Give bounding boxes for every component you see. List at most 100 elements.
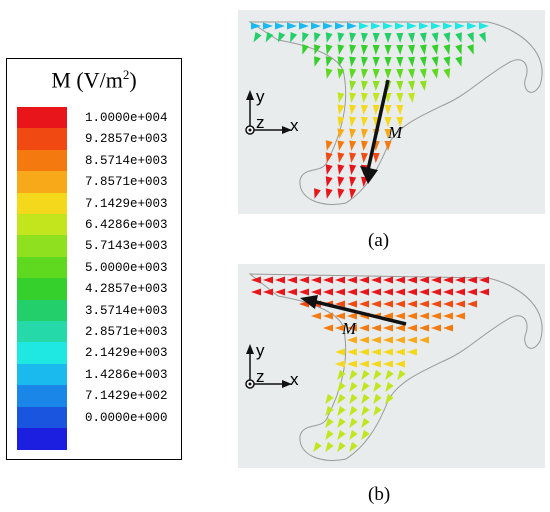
field-arrow xyxy=(419,336,429,344)
legend-tick-label: 5.0000e+003 xyxy=(85,260,168,275)
field-arrow xyxy=(419,44,427,55)
field-arrow xyxy=(349,140,357,151)
field-arrow xyxy=(349,128,357,139)
field-arrow xyxy=(385,393,394,405)
field-arrow xyxy=(467,22,477,30)
field-arrow xyxy=(361,405,370,417)
field-arrow xyxy=(443,22,453,30)
field-arrow xyxy=(275,288,285,296)
field-arrow xyxy=(325,32,333,43)
legend-tick-label: 7.1429e+003 xyxy=(85,196,168,211)
field-arrow xyxy=(361,417,370,429)
field-arrow xyxy=(325,56,333,67)
field-arrow xyxy=(311,276,321,284)
field-arrow xyxy=(277,31,286,43)
field-arrow xyxy=(349,429,358,441)
caption-b: (b) xyxy=(368,484,391,505)
field-arrow xyxy=(419,300,429,308)
field-arrow xyxy=(290,32,298,43)
field-arrow xyxy=(407,276,417,284)
field-arrow xyxy=(383,276,393,284)
field-arrow xyxy=(478,32,486,43)
axis-y-label-a: y xyxy=(256,87,265,106)
field-arrow xyxy=(383,300,393,308)
field-arrow xyxy=(347,324,357,332)
axis-z-label-a: z xyxy=(256,113,265,132)
field-arrow xyxy=(360,128,368,139)
field-arrow xyxy=(275,276,285,284)
field-arrow xyxy=(408,92,416,103)
field-arrow xyxy=(384,105,392,115)
field-arrow xyxy=(349,164,357,175)
vector-field-b: M y x z xyxy=(245,273,543,461)
field-arrow xyxy=(323,312,333,320)
field-arrow xyxy=(373,369,382,381)
field-arrow xyxy=(383,22,393,30)
field-arrow xyxy=(349,417,358,429)
field-arrow xyxy=(431,300,441,308)
field-arrow xyxy=(384,141,392,151)
field-arrow xyxy=(349,441,358,453)
field-arrow xyxy=(467,288,477,296)
field-arrow xyxy=(443,312,453,320)
field-arrow xyxy=(383,324,393,332)
field-arrow xyxy=(325,393,334,405)
field-arrow xyxy=(325,164,333,175)
color-swatch xyxy=(17,278,67,301)
field-arrow xyxy=(325,44,333,55)
legend-tick-label: 6.4286e+003 xyxy=(85,218,168,232)
field-arrow xyxy=(467,44,474,55)
field-arrow xyxy=(419,276,429,284)
field-arrow xyxy=(347,22,357,30)
color-swatch xyxy=(17,406,67,429)
field-arrow xyxy=(479,288,489,296)
field-arrow xyxy=(479,22,489,30)
legend-title: M (V/m2) xyxy=(7,67,181,93)
field-arrow xyxy=(431,312,441,320)
legend-tick-label: 3.5714e+003 xyxy=(85,303,168,318)
field-arrow xyxy=(371,324,381,332)
legend-tick-label: 7.1429e+002 xyxy=(85,389,168,404)
field-arrow xyxy=(337,92,345,103)
field-arrow xyxy=(373,393,382,405)
field-arrow xyxy=(335,348,345,356)
field-arrow xyxy=(395,336,405,344)
field-arrow xyxy=(337,116,345,127)
field-arrow xyxy=(349,44,357,55)
field-arrow xyxy=(361,369,370,381)
field-arrow xyxy=(335,288,345,296)
vector-label-a: M xyxy=(387,123,403,142)
field-arrow xyxy=(349,381,358,393)
field-plot-b: M y x z xyxy=(238,264,545,468)
color-swatch xyxy=(17,235,67,258)
field-arrow xyxy=(384,57,392,67)
field-arrow xyxy=(311,288,321,296)
field-arrow xyxy=(371,348,381,356)
field-arrow xyxy=(337,140,345,151)
field-arrow xyxy=(360,44,368,55)
field-arrow xyxy=(383,288,393,296)
field-arrow xyxy=(372,68,380,79)
field-arrow xyxy=(275,22,285,30)
field-arrow xyxy=(337,441,346,453)
field-arrow xyxy=(371,336,381,344)
field-arrow xyxy=(443,288,453,296)
field-arrow xyxy=(467,300,477,308)
color-swatch xyxy=(17,385,67,408)
field-arrow xyxy=(396,92,404,103)
field-arrow xyxy=(251,276,261,284)
axis-z-label-b: z xyxy=(256,367,265,386)
field-arrow xyxy=(395,312,405,320)
legend-tick-label: 9.2857e+003 xyxy=(85,132,168,147)
field-arrow xyxy=(371,360,381,368)
field-arrow xyxy=(335,22,345,30)
field-arrow xyxy=(396,104,404,115)
field-arrow xyxy=(335,300,345,308)
field-arrow xyxy=(419,22,429,30)
field-arrow xyxy=(323,22,333,30)
field-arrow xyxy=(359,300,369,308)
field-arrow xyxy=(325,68,333,79)
field-arrow xyxy=(349,56,357,67)
field-arrow xyxy=(325,188,333,199)
field-arrow xyxy=(325,441,334,453)
